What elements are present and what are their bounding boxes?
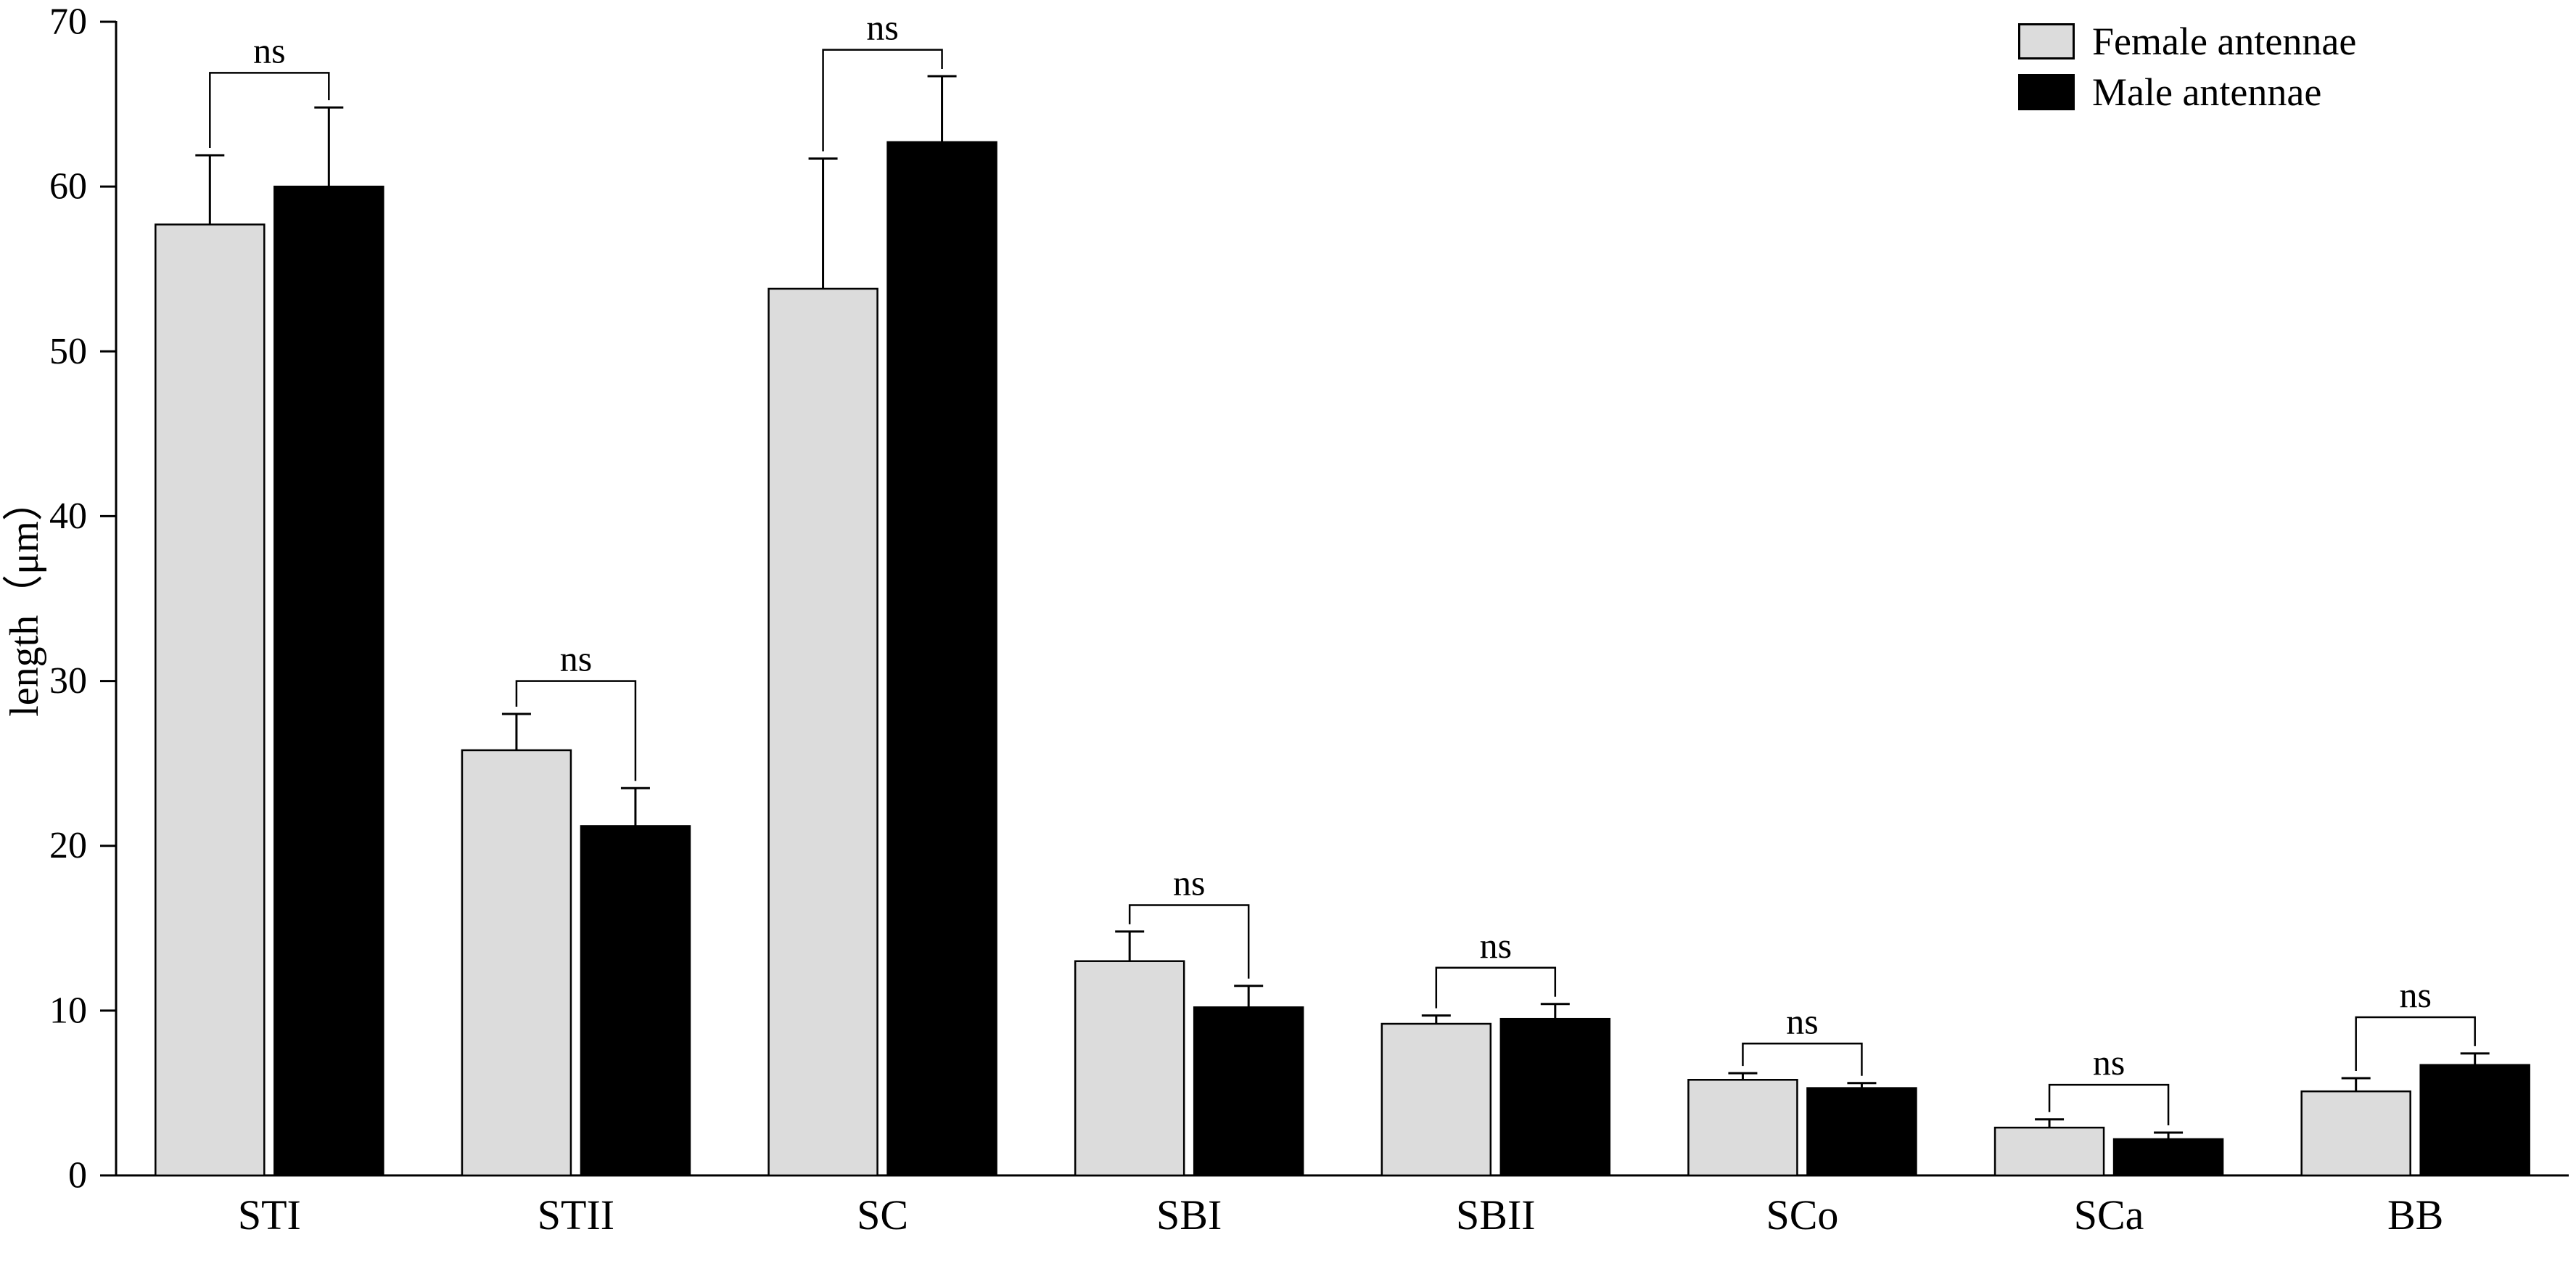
bar-male-SCa: [2112, 1138, 2224, 1177]
y-tick-label: 30: [49, 660, 87, 702]
sig-label-SBII: ns: [1480, 925, 1512, 966]
y-tick-label: 20: [49, 825, 87, 866]
y-tick-label: 70: [49, 1, 87, 43]
female-series-swatch: [2018, 23, 2075, 59]
bar-female-SBI: [1074, 960, 1185, 1177]
x-category-label: STI: [238, 1191, 301, 1239]
bar-female-BB: [2300, 1090, 2411, 1177]
sig-bracket-SBI: [1128, 904, 1250, 979]
x-category-label: STII: [538, 1191, 614, 1239]
sig-label-BB: ns: [2399, 974, 2431, 1015]
sig-bracket-BB: [2355, 1016, 2476, 1071]
bar-male-SBII: [1499, 1017, 1611, 1177]
sig-label-SCa: ns: [2093, 1042, 2125, 1083]
sig-label-SCo: ns: [1786, 1001, 1818, 1041]
sig-bracket-STI: [209, 72, 330, 148]
y-tick-label: 50: [49, 331, 87, 372]
sig-bracket-SBII: [1435, 966, 1557, 1009]
sig-label-STII: ns: [560, 638, 592, 679]
legend-item-female: Female antennae: [2018, 22, 2356, 61]
male-series-swatch: [2018, 74, 2075, 110]
sig-bracket-SCa: [2048, 1083, 2170, 1125]
y-tick-label: 40: [49, 496, 87, 537]
legend-label-female: Female antennae: [2092, 20, 2357, 63]
sig-bracket-SC: [822, 49, 943, 152]
y-tick-label: 10: [49, 990, 87, 1031]
bar-female-STII: [461, 749, 572, 1177]
bar-female-SCa: [1993, 1126, 2105, 1177]
sig-label-SBI: ns: [1173, 862, 1205, 903]
bar-male-SC: [886, 141, 997, 1177]
legend-item-male: Male antennae: [2018, 73, 2356, 112]
sig-label-STI: ns: [253, 30, 285, 70]
sig-label-SC: ns: [866, 7, 898, 48]
bar-female-SC: [768, 287, 878, 1177]
x-category-label: SC: [857, 1191, 908, 1239]
y-axis-title: length（μm）: [2, 480, 47, 717]
bar-male-BB: [2419, 1064, 2530, 1177]
bar-male-SBI: [1193, 1006, 1304, 1177]
bar-male-STII: [580, 825, 691, 1177]
y-tick-label: 60: [49, 166, 87, 208]
bar-male-SCo: [1806, 1087, 1917, 1177]
bar-female-SBII: [1380, 1022, 1492, 1177]
x-category-label: SCo: [1766, 1191, 1838, 1239]
x-category-label: SBII: [1456, 1191, 1536, 1239]
x-category-label: BB: [2387, 1191, 2443, 1239]
y-tick-label: 0: [68, 1155, 87, 1196]
x-category-label: SCa: [2074, 1191, 2144, 1239]
x-category-label: SBI: [1156, 1191, 1222, 1239]
legend-label-male: Male antennae: [2092, 70, 2322, 114]
sig-bracket-STII: [515, 680, 637, 781]
legend: Female antennae Male antennae: [2018, 22, 2356, 112]
sig-bracket-SCo: [1742, 1043, 1863, 1076]
bar-female-SCo: [1687, 1079, 1798, 1177]
bar-male-STI: [273, 185, 384, 1177]
bar-female-STI: [155, 223, 266, 1177]
